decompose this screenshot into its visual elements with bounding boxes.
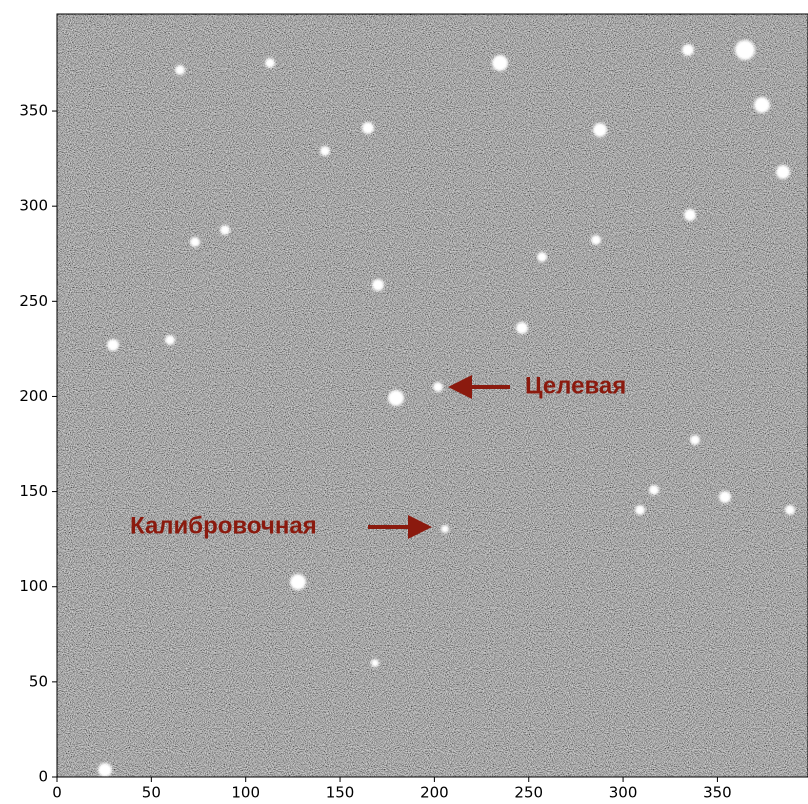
x-tick-label: 150 — [326, 784, 355, 802]
y-tick-label: 250 — [19, 292, 48, 310]
chart: Целевая Калибровочная 0 50 100 150 200 250 300… — [0, 0, 808, 804]
image — [57, 14, 808, 777]
y-tick-label: 350 — [19, 102, 48, 120]
y-tick-label: 0 — [38, 768, 48, 786]
x-tick-label: 200 — [420, 784, 449, 802]
y-tick-label: 50 — [29, 672, 48, 690]
x-tick-label: 250 — [514, 784, 543, 802]
y-tick-label: 200 — [19, 387, 48, 405]
x-tick-label: 100 — [231, 784, 260, 802]
x-tick-label: 0 — [52, 784, 62, 802]
annotation: Калибровочная — [130, 512, 317, 539]
annotation: Целевая — [525, 372, 626, 399]
y-tick-label: 150 — [19, 482, 48, 500]
y-tick-label: 100 — [19, 577, 48, 595]
x-tick-label: 50 — [142, 784, 161, 802]
x-tick-label: 300 — [609, 784, 638, 802]
x-tick-label: 350 — [703, 784, 732, 802]
y-tick-label: 300 — [19, 197, 48, 215]
